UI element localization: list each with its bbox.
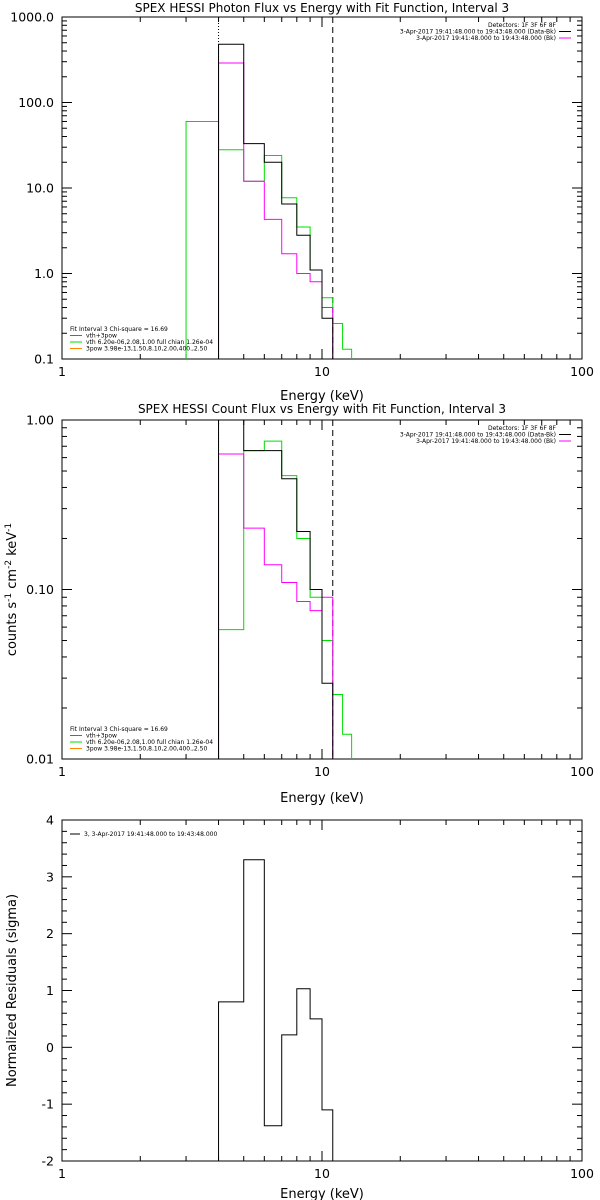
legend-entry: vth 6.20e-06,2.08,1.00 full chian 1.26e-…: [86, 739, 213, 746]
legend-entry: 3pow 3.98e-13,1.50,8.10,2.00,400.,2.50: [86, 346, 207, 353]
x-axis-label: Energy (keV): [280, 791, 364, 806]
y-tick-label: 1.0: [34, 266, 54, 281]
y-tick-label: 1: [46, 983, 54, 998]
legend-entry: vth 6.20e-06,2.08,1.00 full chian 1.26e-…: [86, 339, 213, 346]
series-2-histogram: [218, 453, 334, 759]
y-axis-label: Normalized Residuals (sigma): [5, 894, 20, 1087]
x-tick-label: 100: [570, 764, 594, 779]
series-1-histogram: [218, 43, 334, 359]
y-tick-label: 1.00: [26, 413, 54, 428]
fit-info: Fit Interval 3 Chi-square = 16.69: [70, 726, 168, 733]
y-tick-label: 3: [46, 869, 54, 884]
legend-entry: 3-Apr-2017 19:41:48.000 to 19:43:48.000 …: [416, 35, 556, 42]
x-tick-label: 1: [58, 764, 66, 779]
chart-panel-1: 1 10 100 0.1 1.0 10.0 100.0 1000.0 SPEX HESSI Ph…: [10, 1, 594, 404]
legend-entry: 3pow 3.98e-13,1.50,8.10,2.00,400.,2.50: [86, 746, 207, 753]
x-tick-label: 1: [58, 364, 66, 379]
legend-entry: 3-Apr-2017 19:41:48.000 to 19:43:48.000 …: [400, 29, 556, 36]
x-tick-label: 10: [314, 1166, 330, 1181]
legend-entry: vth+3pow: [86, 733, 117, 740]
x-tick-label: 100: [570, 364, 594, 379]
x-tick-label: 100: [570, 1166, 594, 1181]
x-tick-label: 1: [58, 1166, 66, 1181]
legend-entry: 3-Apr-2017 19:41:48.000 to 19:43:48.000 …: [400, 432, 556, 439]
legend-detectors: Detectors: 1F 3F 6F 8F: [488, 425, 557, 432]
x-axis-label: Energy (keV): [280, 389, 364, 404]
y-tick-label: 0.10: [26, 582, 54, 597]
x-tick-label: 10: [314, 764, 330, 779]
chart-title: SPEX HESSI Photon Flux vs Energy with Fi…: [135, 1, 509, 15]
x-axis-label: Energy (keV): [280, 1187, 364, 1200]
legend-entry: 3, 3-Apr-2017 19:41:48.000 to 19:43:48.0…: [84, 831, 217, 838]
legend-entry: vth+3pow: [86, 333, 117, 340]
y-tick-label: 0: [46, 1040, 54, 1055]
y-tick-label: -1: [42, 1097, 54, 1112]
fit-info: Fit Interval 3 Chi-square = 16.69: [70, 326, 168, 333]
series-1-histogram: [218, 420, 334, 759]
series-2-histogram: [218, 62, 334, 359]
y-tick-label: 2: [46, 926, 54, 941]
x-tick-label: 10: [314, 364, 330, 379]
y-tick-label: 4: [46, 813, 54, 828]
y-tick-label: 100.0: [18, 95, 54, 110]
series-1-histogram: [218, 859, 334, 1161]
chart-panel-3: 1 10 100 -2 -1 0 1 2 3 4 Energy (keV) Normalized Re…: [5, 813, 594, 1200]
y-tick-label: -2: [42, 1154, 54, 1169]
y-tick-label: 0.1: [34, 352, 54, 367]
y-tick-label: 1000.0: [10, 10, 54, 25]
chart-panel-2: 1 10 100 0.01 0.10 1.00 SPEX HESSI Count Flux …: [4, 402, 594, 806]
legend-detectors: Detectors: 1F 3F 6F 8F: [488, 22, 557, 29]
legend-entry: 3-Apr-2017 19:41:48.000 to 19:43:48.000 …: [416, 438, 556, 445]
y-tick-label: 0.01: [26, 752, 54, 767]
y-tick-label: 10.0: [26, 181, 54, 196]
series-3-histogram: [218, 440, 353, 759]
chart-title: SPEX HESSI Count Flux vs Energy with Fit…: [138, 402, 506, 416]
y-axis-label: counts s-1 cm-2 keV-1: [4, 523, 20, 656]
